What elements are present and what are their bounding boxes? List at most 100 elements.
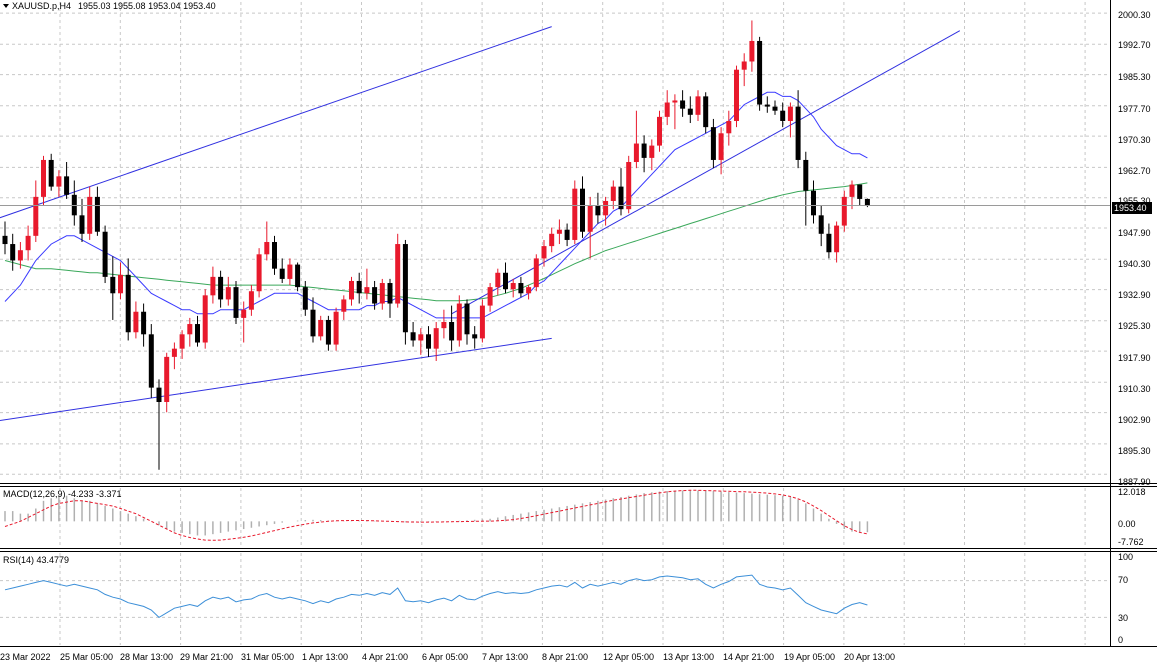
candle-body bbox=[718, 133, 724, 160]
candle-body bbox=[649, 145, 655, 158]
ma-fast-path bbox=[4, 91, 868, 319]
candle-body bbox=[749, 40, 755, 62]
candle-body bbox=[595, 205, 601, 216]
time-label: 1 Apr 13:00 bbox=[302, 652, 348, 662]
candle-body bbox=[464, 303, 470, 335]
candle-body bbox=[33, 196, 39, 236]
macd-signal-path bbox=[4, 489, 868, 541]
candle-body bbox=[541, 246, 547, 259]
time-label: 8 Apr 21:00 bbox=[542, 652, 588, 662]
time-label: 23 Mar 2022 bbox=[0, 652, 51, 662]
candle-body bbox=[87, 196, 93, 234]
price-label: 1985.30 bbox=[1118, 72, 1151, 82]
candle-body bbox=[603, 200, 609, 216]
candle-body bbox=[41, 159, 46, 197]
candle-body bbox=[780, 110, 786, 121]
candle-body bbox=[818, 215, 824, 234]
candle-body bbox=[456, 303, 462, 341]
price-label: 1992.70 bbox=[1118, 40, 1151, 50]
ma-fast-line bbox=[4, 91, 868, 319]
candle-body bbox=[110, 276, 116, 294]
candle-body bbox=[118, 274, 123, 294]
price-label: 1895.30 bbox=[1118, 446, 1151, 456]
panel-frames bbox=[0, 0, 1157, 647]
candle-body bbox=[279, 268, 285, 279]
price-label: 1932.90 bbox=[1118, 290, 1151, 300]
channel-lower-line bbox=[0, 337, 552, 421]
time-label: 6 Apr 05:00 bbox=[422, 652, 468, 662]
candle-body bbox=[256, 254, 262, 292]
candle-body bbox=[426, 334, 431, 349]
candle-body bbox=[518, 283, 524, 294]
candle-body bbox=[179, 334, 185, 349]
candle-body bbox=[79, 215, 85, 234]
trend-channel[interactable] bbox=[0, 26, 961, 476]
candle-body bbox=[503, 272, 508, 290]
price-label: 1977.70 bbox=[1118, 104, 1151, 114]
candle-body bbox=[549, 233, 555, 247]
price-panel[interactable] bbox=[0, 20, 1110, 475]
candle-body bbox=[325, 319, 331, 345]
candle-body bbox=[472, 334, 478, 339]
time-label: 25 Mar 05:00 bbox=[60, 652, 113, 662]
candle-body bbox=[387, 283, 393, 304]
candle-body bbox=[287, 264, 293, 279]
candle-body bbox=[25, 235, 31, 251]
rsi-title: RSI(14) 43.4779 bbox=[3, 555, 69, 565]
candle-body bbox=[710, 127, 716, 160]
candle-body bbox=[310, 309, 316, 337]
candle-body bbox=[795, 106, 801, 160]
candle-body bbox=[864, 198, 870, 206]
candle-body bbox=[218, 276, 224, 300]
candle-body bbox=[587, 205, 593, 232]
candle-body bbox=[418, 334, 424, 341]
candle-body bbox=[687, 108, 693, 115]
time-label: 14 Apr 21:00 bbox=[723, 652, 774, 662]
chart-header[interactable]: XAUUSD.p,H4 1955.03 1955.08 1953.04 1953… bbox=[3, 1, 216, 11]
candle-body bbox=[449, 322, 455, 341]
candle-body bbox=[657, 116, 662, 146]
time-label: 7 Apr 13:00 bbox=[482, 652, 528, 662]
candle-body bbox=[64, 176, 70, 195]
candle-body bbox=[626, 162, 632, 210]
candle-body bbox=[633, 143, 639, 162]
ma-slow-path bbox=[4, 182, 868, 302]
candle-body bbox=[225, 287, 231, 300]
rsi-panel[interactable] bbox=[4, 574, 868, 619]
candle-body bbox=[811, 190, 816, 216]
price-label: 1962.70 bbox=[1118, 166, 1151, 176]
candle-body bbox=[857, 184, 863, 199]
candle-body bbox=[672, 100, 678, 103]
macd-title: MACD(12,26,9) -4.233 -3.371 bbox=[3, 489, 122, 499]
candle-body bbox=[302, 287, 308, 310]
macd-panel[interactable] bbox=[4, 489, 869, 541]
price-label: 1940.30 bbox=[1118, 259, 1151, 269]
rsi-label: 100 bbox=[1118, 552, 1133, 562]
price-label: 1902.90 bbox=[1118, 415, 1151, 425]
candle-body bbox=[757, 40, 763, 105]
rsi-line bbox=[4, 574, 868, 619]
candle-body bbox=[580, 188, 585, 232]
candle-body bbox=[195, 324, 200, 343]
candle-body bbox=[618, 186, 624, 210]
macd-signal-line bbox=[4, 489, 868, 541]
candle-body bbox=[164, 356, 170, 402]
rsi-label: 0 bbox=[1118, 635, 1123, 645]
current-price-badge bbox=[1112, 202, 1152, 214]
candle-body bbox=[726, 120, 732, 134]
candle-body bbox=[479, 305, 485, 339]
candle-body bbox=[349, 280, 354, 300]
candle-body bbox=[171, 348, 177, 357]
candle-body bbox=[772, 106, 778, 111]
candle-body bbox=[333, 311, 339, 345]
ma-slow-line bbox=[4, 182, 868, 302]
candle-body bbox=[141, 311, 147, 335]
candle-body bbox=[364, 287, 370, 294]
time-label: 12 Apr 05:00 bbox=[603, 652, 654, 662]
time-label: 31 Mar 05:00 bbox=[241, 652, 294, 662]
price-label: 1925.30 bbox=[1118, 321, 1151, 331]
dropdown-triangle-icon[interactable] bbox=[3, 4, 9, 8]
time-axis: 23 Mar 2022 25 Mar 05:00 28 Mar 13:00 29… bbox=[0, 652, 895, 662]
candle-body bbox=[341, 299, 347, 312]
